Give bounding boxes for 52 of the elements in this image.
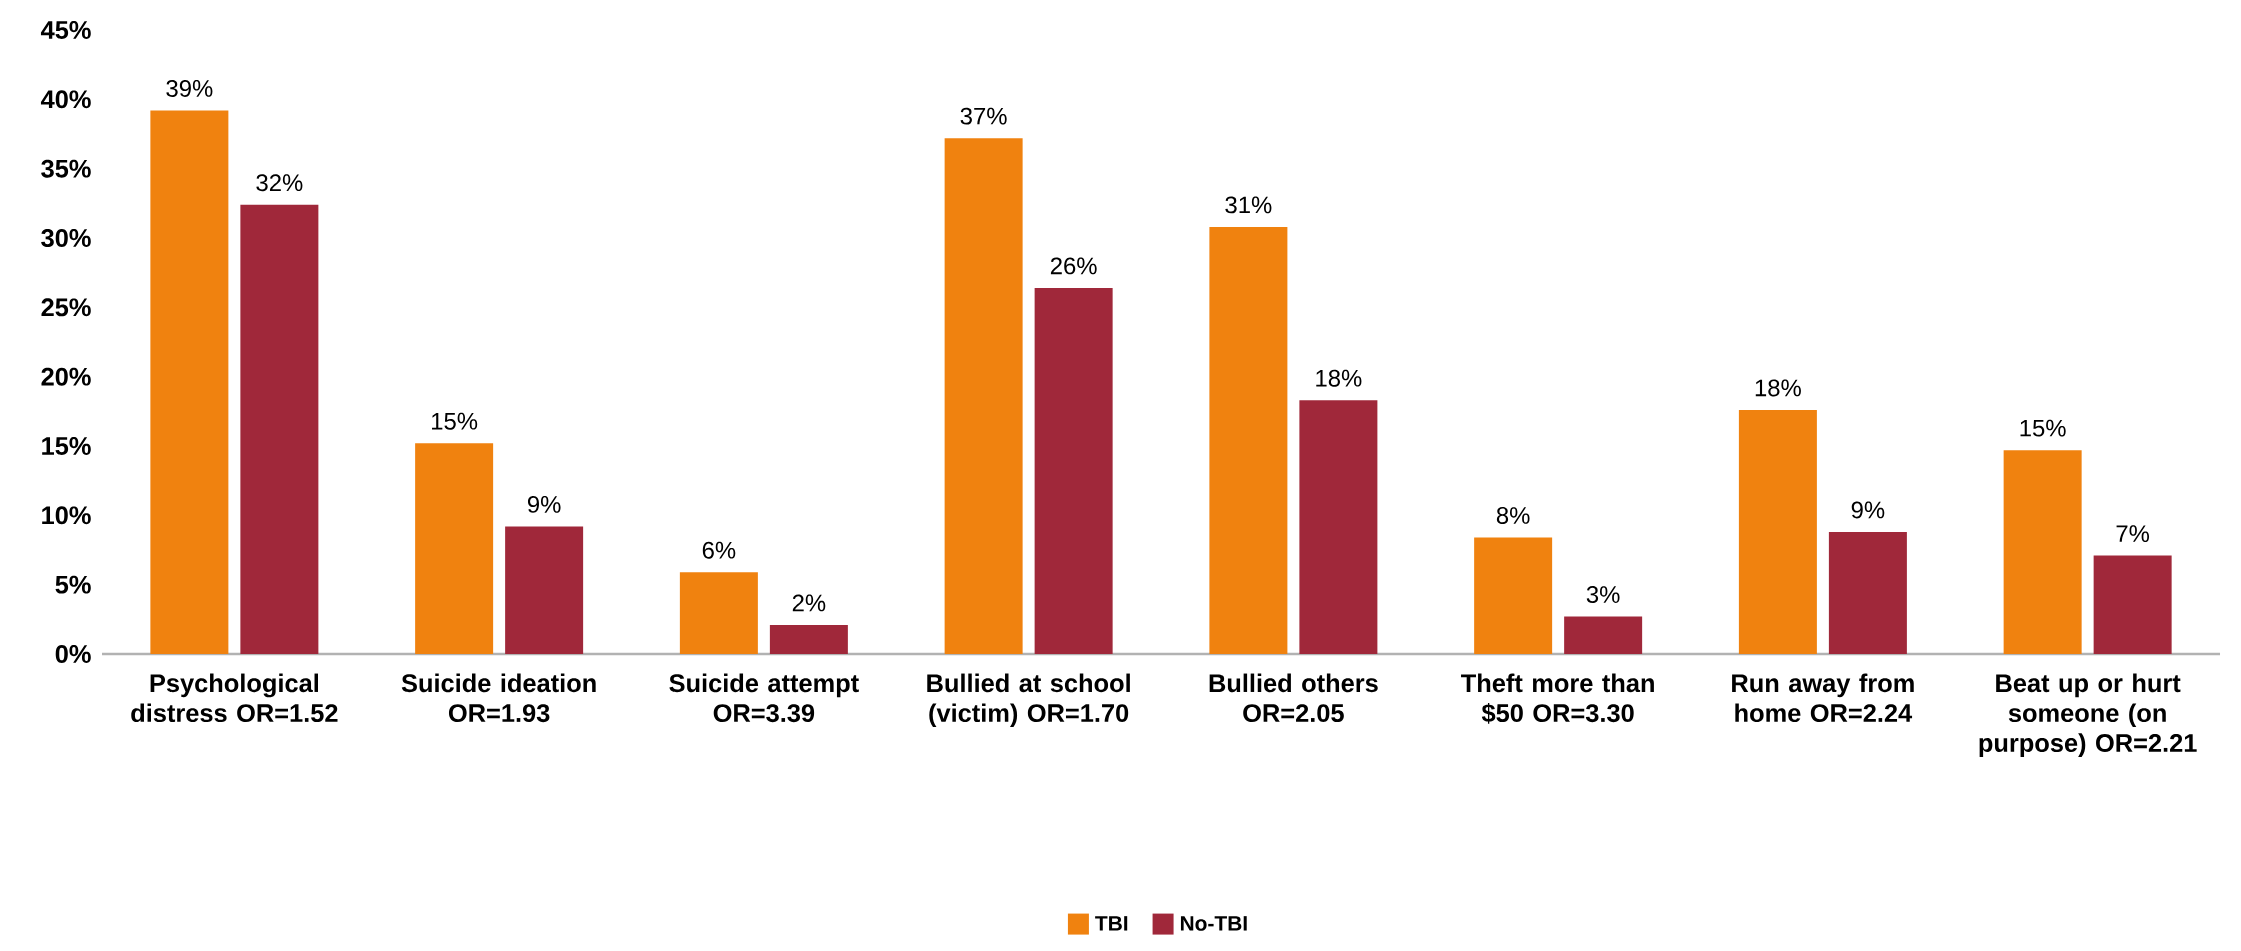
y-tick-label: 35% [41, 159, 91, 178]
bar [1738, 409, 1817, 654]
bar [1299, 400, 1378, 654]
y-tick-label: 40% [40, 90, 91, 109]
bar [1564, 616, 1643, 654]
data-label: 8% [1496, 507, 1530, 524]
bar [769, 624, 848, 654]
data-label: 9% [527, 495, 561, 513]
bar [1034, 287, 1113, 654]
bar [415, 443, 494, 654]
data-label: 37% [960, 107, 1007, 125]
data-label: 26% [1050, 257, 1097, 275]
bar [1474, 537, 1553, 654]
data-label: 9% [1851, 501, 1885, 519]
x-tick-label: Beat up or hurt someone (on purpose) OR=2.21 [1979, 673, 2197, 757]
x-tick-label: Run away from home OR=2.24 [1732, 673, 1914, 723]
y-tick-label: 15% [42, 437, 91, 455]
bar [679, 572, 758, 654]
y-tick-label: 25% [41, 298, 91, 317]
data-label: 31% [1225, 196, 1272, 214]
data-label: 15% [2020, 419, 2066, 437]
y-tick-label: 30% [41, 229, 91, 248]
bar [505, 526, 584, 654]
legend-label: No-TBI [1180, 916, 1247, 931]
y-tick-label: 5% [55, 575, 91, 594]
data-label: 3% [1586, 586, 1620, 603]
x-tick-label: Psychological distress OR=1.52 [131, 673, 338, 723]
y-tick-label: 0% [55, 645, 91, 663]
bar [240, 204, 319, 654]
y-tick-label: 45% [40, 21, 91, 39]
x-tick-label: Suicide ideation OR=1.93 [401, 673, 596, 723]
x-tick-label: Bullied at school (victim) OR=1.70 [927, 673, 1130, 728]
data-label: 39% [166, 79, 213, 97]
y-tick-label: 10% [42, 506, 91, 525]
x-tick-label: Suicide attempt OR=3.39 [669, 673, 859, 723]
data-label: 18% [1755, 379, 1801, 397]
data-label: 32% [256, 174, 303, 192]
x-tick-label: Theft more than $50 OR=3.30 [1461, 673, 1654, 724]
bar [1209, 226, 1288, 654]
bar [2003, 450, 2082, 654]
data-label: 7% [2116, 525, 2150, 542]
data-label: 18% [1316, 369, 1362, 387]
y-tick-label: 20% [41, 367, 91, 386]
data-label: 15% [432, 412, 478, 430]
bar [944, 138, 1023, 654]
bar [150, 110, 229, 654]
bar [1828, 531, 1907, 654]
legend-label: TBI [1095, 916, 1128, 931]
x-tick-label: Bullied others OR=2.05 [1209, 673, 1378, 723]
data-label: 6% [702, 541, 736, 559]
bar [2093, 555, 2172, 654]
data-label: 2% [792, 594, 826, 612]
